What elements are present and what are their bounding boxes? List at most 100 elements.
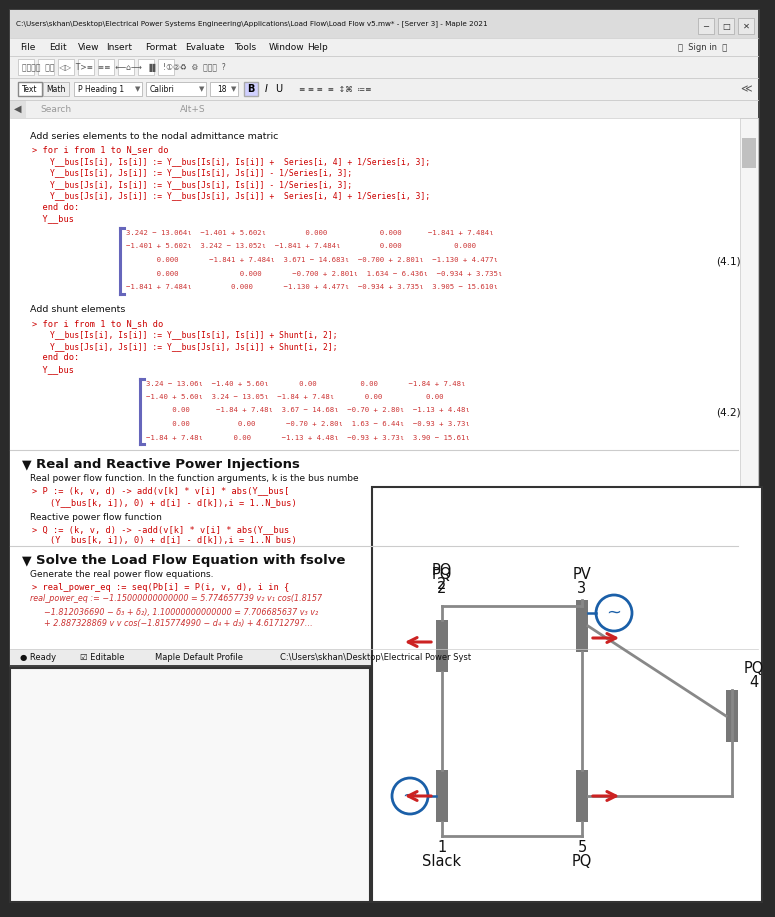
Bar	[10, 100, 758, 118]
Text: −1.401 + 5.602ι  3.242 − 13.052ι  −1.841 + 7.484ι         0.000            0.000: −1.401 + 5.602ι 3.242 − 13.052ι −1.841 +…	[126, 244, 476, 249]
Bar	[726, 690, 738, 742]
Text: Evaluate: Evaluate	[184, 42, 225, 51]
Text: 3.24 − 13.06ι  −1.40 + 5.60ι       0.00          0.00       −1.84 + 7.48ι: 3.24 − 13.06ι −1.40 + 5.60ι 0.00 0.00 −1…	[146, 381, 465, 386]
Text: (Y__bus[k, i]), 0) + d[i] - d[k]),i = 1..N_bus): (Y__bus[k, i]), 0) + d[i] - d[k]),i = 1.…	[50, 498, 297, 507]
Text: Y__bus: Y__bus	[32, 215, 74, 224]
Text: Add series elements to the nodal admittance matric: Add series elements to the nodal admitta…	[30, 132, 278, 141]
Bar	[10, 78, 758, 100]
Text: Y__bus[Js[i], Js[i]] := Y__bus[Js[i], Js[i]] +  Series[i, 4] + 1/Series[i, 3];: Y__bus[Js[i], Js[i]] := Y__bus[Js[i], Js…	[50, 192, 430, 201]
Text: −1.84 + 7.48ι       0.00       −1.13 + 4.48ι  −0.93 + 3.73ι  3.90 − 15.61ι: −1.84 + 7.48ι 0.00 −1.13 + 4.48ι −0.93 +…	[146, 435, 470, 440]
Bar	[738, 18, 754, 34]
Bar	[18, 59, 34, 75]
Text: > real_power_eq := seq(Pb[i] = P(i, v, d), i in {: > real_power_eq := seq(Pb[i] = P(i, v, d…	[32, 582, 289, 591]
Text: > Q := (k, v, d) -> -add(v[k] * v[i] * abs(Y__bus: > Q := (k, v, d) -> -add(v[k] * v[i] * a…	[32, 525, 289, 534]
Text: > P := (k, v, d) -> add(v[k] * v[i] * abs(Y__bus[: > P := (k, v, d) -> add(v[k] * v[i] * ab…	[32, 487, 289, 495]
Text: PQ: PQ	[432, 563, 452, 578]
Text: Generate the real power flow equations.: Generate the real power flow equations.	[30, 570, 213, 579]
Circle shape	[596, 595, 632, 631]
Text: ~: ~	[402, 787, 418, 805]
Text: > for i from 1 to N_sh do: > for i from 1 to N_sh do	[32, 319, 164, 328]
Text: Maple Default Profile: Maple Default Profile	[155, 653, 243, 661]
Text: Window: Window	[268, 42, 304, 51]
Text: ▼: ▼	[199, 86, 205, 92]
Text: C:\Users\skhan\Desktop\Electrical Power Systems Engineering\Applications\Load Fl: C:\Users\skhan\Desktop\Electrical Power …	[16, 20, 487, 28]
Bar	[576, 770, 588, 822]
Bar	[38, 59, 54, 75]
Text: (4.1): (4.1)	[715, 257, 740, 267]
Text: 3.242 − 13.064ι  −1.401 + 5.602ι         0.000            0.000      −1.841 + 7.: 3.242 − 13.064ι −1.401 + 5.602ι 0.000 0.…	[126, 230, 494, 236]
Text: Solve the Load Flow Equation with fsolve: Solve the Load Flow Equation with fsolve	[36, 554, 346, 567]
Text: 0.000              0.000       −0.700 + 2.801ι  1.634 − 6.436ι  −0.934 + 3.735ι: 0.000 0.000 −0.700 + 2.801ι 1.634 − 6.43…	[126, 271, 502, 277]
Text: ─: ─	[704, 21, 708, 30]
Bar	[718, 18, 734, 34]
Text: end do:: end do:	[32, 203, 79, 212]
Text: ▼: ▼	[231, 86, 236, 92]
Text: 2: 2	[437, 577, 446, 592]
Text: ▼: ▼	[22, 554, 32, 567]
Bar	[10, 118, 740, 665]
Text: Math: Math	[46, 84, 66, 94]
Bar	[118, 59, 134, 75]
Text: Y__bus[Is[i], Is[i]] := Y__bus[Is[i], Is[i]] +  Series[i, 4] + 1/Series[i, 3];: Y__bus[Is[i], Is[i]] := Y__bus[Is[i], Is…	[50, 157, 430, 166]
Text: ~: ~	[607, 604, 622, 622]
Text: ◀: ◀	[14, 104, 22, 114]
Text: ▼: ▼	[136, 86, 141, 92]
Text: ● Ready: ● Ready	[20, 653, 56, 661]
Text: View: View	[78, 42, 99, 51]
Text: Tools: Tools	[234, 42, 257, 51]
Text: 3: 3	[577, 581, 587, 596]
Text: C:\Users\skhan\Desktop\Electrical Power Syst: C:\Users\skhan\Desktop\Electrical Power …	[280, 653, 471, 661]
Bar	[10, 100, 26, 118]
Bar	[158, 59, 174, 75]
Text: 0.00      −1.84 + 7.48ι  3.67 − 14.68ι  −0.70 + 2.80ι  −1.13 + 4.48ι: 0.00 −1.84 + 7.48ι 3.67 − 14.68ι −0.70 +…	[146, 407, 470, 414]
Text: ✕: ✕	[742, 21, 749, 30]
Text: B: B	[247, 84, 255, 94]
Text: Search: Search	[40, 105, 71, 114]
Text: File: File	[20, 42, 36, 51]
Text: U: U	[275, 84, 283, 94]
Bar	[244, 82, 258, 96]
Text: end do:: end do:	[32, 353, 79, 362]
Bar	[10, 668, 370, 902]
Bar	[10, 10, 758, 38]
Bar	[10, 649, 758, 665]
Text: P Heading 1: P Heading 1	[78, 84, 124, 94]
Text: PQ: PQ	[432, 567, 452, 582]
Bar	[436, 770, 448, 822]
Text: Reactive power flow function: Reactive power flow function	[30, 513, 162, 522]
Bar	[146, 82, 206, 96]
Bar	[138, 59, 154, 75]
Text: Y__bus[Js[i], Is[i]] := Y__bus[Js[i], Is[i]] - 1/Series[i, 3];: Y__bus[Js[i], Is[i]] := Y__bus[Js[i], Is…	[50, 180, 353, 189]
Bar	[698, 18, 714, 34]
Text: ⬜⬜⬜⬜  ⬜⬜  ◁▷  T>≡  ≡≡  ⟵⌂⟶  ▐▌  !①②♻  ⚙  🔍🔍🔍  ?: ⬜⬜⬜⬜ ⬜⬜ ◁▷ T>≡ ≡≡ ⟵⌂⟶ ▐▌ !①②♻ ⚙ 🔍🔍🔍 ?	[22, 62, 226, 72]
Text: 🔔  Sign in  👤: 🔔 Sign in 👤	[678, 42, 727, 51]
Bar	[10, 56, 758, 78]
Text: Text: Text	[22, 84, 38, 94]
Text: Y__bus[Js[i], Js[i]] := Y__bus[Js[i], Js[i]] + Shunt[i, 2];: Y__bus[Js[i], Js[i]] := Y__bus[Js[i], Js…	[50, 342, 338, 351]
Bar	[10, 10, 758, 665]
Text: + 2.887328869 v v cos(−1.815774990 − d₄ + d₃) + 4.61712797…: + 2.887328869 v v cos(−1.815774990 − d₄ …	[44, 619, 313, 628]
Text: ≪: ≪	[740, 84, 752, 94]
Text: ▼: ▼	[22, 458, 32, 471]
Text: Real and Reactive Power Injections: Real and Reactive Power Injections	[36, 458, 300, 471]
Bar	[210, 82, 238, 96]
Text: 18: 18	[217, 84, 226, 94]
Text: PQ: PQ	[572, 854, 592, 869]
Bar	[742, 138, 756, 168]
Text: Insert: Insert	[106, 42, 133, 51]
Text: Slack: Slack	[422, 854, 462, 869]
Text: 2: 2	[437, 581, 446, 596]
Text: Alt+S: Alt+S	[180, 105, 205, 114]
Text: −1.40 + 5.60ι  3.24 − 13.05ι  −1.84 + 7.48ι       0.00          0.00: −1.40 + 5.60ι 3.24 − 13.05ι −1.84 + 7.48…	[146, 394, 443, 400]
Bar	[740, 118, 758, 665]
Text: > for i from 1 to N_ser do: > for i from 1 to N_ser do	[32, 146, 168, 154]
Text: (Y  bus[k, i]), 0) + d[i] - d[k]),i = 1..N bus): (Y bus[k, i]), 0) + d[i] - d[k]),i = 1..…	[50, 536, 297, 546]
Bar	[98, 59, 114, 75]
Text: Format: Format	[146, 42, 177, 51]
Text: Add shunt elements: Add shunt elements	[30, 305, 126, 315]
Text: 1: 1	[437, 840, 446, 855]
Text: Edit: Edit	[49, 42, 67, 51]
Text: −1.841 + 7.484ι         0.000       −1.130 + 4.477ι  −0.934 + 3.735ι  3.905 − 15: −1.841 + 7.484ι 0.000 −1.130 + 4.477ι −0…	[126, 284, 498, 290]
Text: ☑ Editable: ☑ Editable	[80, 653, 125, 661]
Text: 5: 5	[577, 840, 587, 855]
